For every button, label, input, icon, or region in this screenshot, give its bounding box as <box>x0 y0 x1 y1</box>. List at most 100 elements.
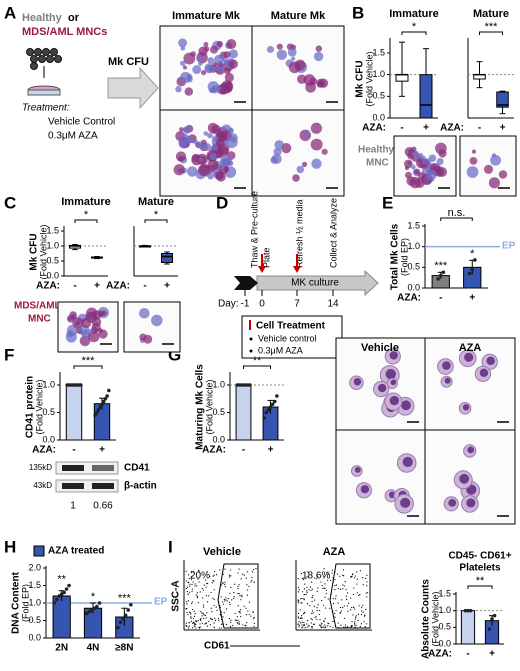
event-dot <box>366 581 368 583</box>
cell-blob <box>212 135 219 142</box>
event-dot <box>238 621 240 623</box>
cell-blob <box>304 129 310 136</box>
event-dot <box>222 583 224 585</box>
label: MDS/AML <box>14 301 61 312</box>
event-dot <box>352 593 355 596</box>
event-dot <box>303 621 305 624</box>
event-dot <box>202 589 204 591</box>
event-dot <box>212 579 214 582</box>
cell-blob <box>411 146 417 152</box>
event-dot <box>366 585 368 587</box>
event-dot <box>362 604 364 607</box>
event-dot <box>220 596 222 598</box>
bullet <box>249 337 253 341</box>
event-dot <box>301 617 303 619</box>
event-dot <box>362 584 364 586</box>
event-dot <box>366 592 369 594</box>
event-dot <box>297 578 299 580</box>
cell-blob <box>321 148 328 155</box>
data-point <box>52 601 57 605</box>
event-dot <box>300 622 302 624</box>
event-dot <box>354 575 357 577</box>
y-axis-title: (Fold EP) <box>20 584 30 622</box>
event-dot <box>366 596 368 598</box>
event-dot <box>345 595 348 597</box>
cell-blob <box>175 86 182 93</box>
event-dot <box>188 585 191 587</box>
y-tick-label: 1.0 <box>212 379 225 389</box>
event-dot <box>191 588 193 590</box>
event-dot <box>342 588 344 590</box>
event-dot <box>212 597 214 599</box>
event-dot <box>311 581 313 583</box>
cell-blob <box>226 39 237 50</box>
event-dot <box>245 614 247 616</box>
event-dot <box>332 603 335 605</box>
x-tick-label: - <box>242 445 245 456</box>
data-point <box>116 625 120 630</box>
reference-label: EP <box>154 597 168 608</box>
event-dot <box>215 574 218 576</box>
event-dot <box>186 590 188 593</box>
event-dot <box>351 574 354 576</box>
label: MDS/AML MNCs <box>22 26 107 38</box>
event-dot <box>243 574 246 576</box>
event-dot <box>354 624 356 626</box>
event-dot <box>190 616 192 618</box>
event-dot <box>191 570 193 573</box>
event-dot <box>347 610 349 612</box>
cell-blob <box>207 57 215 64</box>
event-dot <box>303 593 305 596</box>
nucleus <box>385 368 396 380</box>
event-dot <box>352 614 354 616</box>
nucleus <box>464 352 474 362</box>
event-dot <box>215 606 217 608</box>
event-dot <box>334 612 336 614</box>
event-dot <box>197 578 199 580</box>
event-dot <box>345 598 348 601</box>
event-dot <box>195 627 197 629</box>
cell-blob <box>276 43 283 50</box>
event-dot <box>299 609 301 611</box>
event-dot <box>192 571 194 573</box>
y-axis-title: (Fold Vehicle) <box>38 224 48 279</box>
cell-blob <box>215 171 224 180</box>
chart-title: Mature <box>138 196 174 208</box>
event-dot <box>365 592 367 594</box>
event-dot <box>228 574 231 576</box>
event-dot <box>358 605 360 607</box>
event-dot <box>361 606 363 608</box>
event-dot <box>253 625 255 627</box>
event-dot <box>324 596 326 598</box>
cell-blob <box>466 166 479 178</box>
label: 0.3μM AZA <box>258 345 303 355</box>
event-dot <box>314 616 316 619</box>
data-point <box>64 587 69 591</box>
dish <box>27 89 61 96</box>
nucleus <box>459 473 470 484</box>
cell-blob <box>207 173 214 180</box>
event-dot <box>208 620 210 622</box>
event-dot <box>216 609 218 612</box>
event-dot <box>311 596 314 598</box>
event-dot <box>250 615 252 617</box>
event-dot <box>191 590 193 592</box>
x-tick-label: + <box>423 123 429 134</box>
y-tick-label: 1.0 <box>407 241 420 251</box>
event-dot <box>301 627 303 629</box>
y-tick-label: 0.5 <box>42 407 55 417</box>
data-point <box>54 597 59 602</box>
y-tick-label: 1.0 <box>28 597 41 607</box>
event-dot <box>344 581 346 583</box>
event-dot <box>311 588 313 590</box>
event-dot <box>330 579 332 582</box>
event-dot <box>301 591 304 593</box>
cell-blob <box>185 135 194 144</box>
data-point <box>97 601 102 605</box>
event-dot <box>325 626 327 628</box>
event-dot <box>237 586 239 588</box>
event-dot <box>335 584 338 586</box>
event-dot <box>238 623 240 625</box>
y-axis-title: (Fold Vehicle) <box>364 51 374 106</box>
